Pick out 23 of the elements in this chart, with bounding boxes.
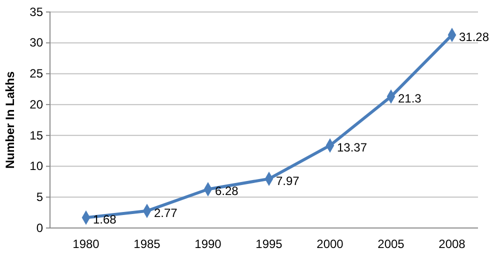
y-tick-label: 0	[36, 220, 44, 235]
x-tick-label: 1990	[194, 237, 222, 251]
data-label: 21.3	[398, 92, 422, 106]
data-label: 7.97	[276, 174, 300, 188]
x-tick-label: 1980	[72, 237, 100, 251]
data-label: 1.68	[93, 212, 117, 227]
y-tick-label: 10	[30, 159, 44, 174]
x-tick-label: 1985	[134, 237, 161, 251]
y-tick-label: 15	[30, 128, 44, 142]
y-tick-label: 35	[30, 4, 44, 19]
y-tick-label: 25	[30, 66, 44, 81]
x-tick-label: 2008	[438, 237, 466, 251]
y-tick-label: 20	[30, 97, 44, 112]
y-tick-label: 5	[36, 190, 44, 204]
data-label: 6.28	[215, 184, 239, 198]
y-tick-label: 30	[30, 36, 44, 50]
data-label: 31.28	[459, 30, 490, 44]
data-label: 2.77	[154, 206, 178, 220]
data-label: 13.37	[337, 140, 368, 154]
x-tick-label: 2005	[378, 237, 405, 251]
y-axis-title: Number In Lakhs	[3, 71, 17, 169]
x-tick-label: 1995	[256, 237, 283, 251]
x-tick-label: 2000	[316, 237, 344, 251]
